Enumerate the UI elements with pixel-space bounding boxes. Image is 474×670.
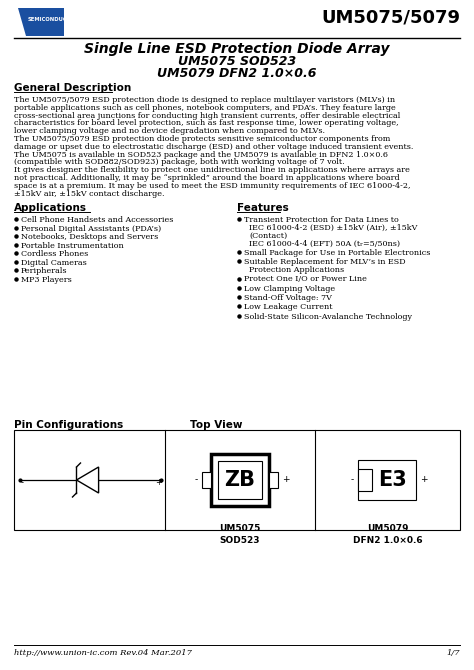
Text: (Contact): (Contact) bbox=[249, 232, 287, 240]
Text: Cordless Phones: Cordless Phones bbox=[21, 251, 88, 259]
Text: The UM5075/5079 ESD protection diode protects sensitive semiconductor components: The UM5075/5079 ESD protection diode pro… bbox=[14, 135, 391, 143]
Text: Top View: Top View bbox=[190, 420, 243, 430]
Text: Low Clamping Voltage: Low Clamping Voltage bbox=[244, 285, 335, 293]
Text: Cell Phone Handsets and Accessories: Cell Phone Handsets and Accessories bbox=[21, 216, 173, 224]
Text: -: - bbox=[195, 476, 198, 484]
Text: ±15kV air, ±15kV contact discharge.: ±15kV air, ±15kV contact discharge. bbox=[14, 190, 164, 198]
Text: 1/7: 1/7 bbox=[447, 649, 460, 657]
Text: Digital Cameras: Digital Cameras bbox=[21, 259, 87, 267]
Text: IEC 61000-4-2 (ESD) ±15kV (Air), ±15kV: IEC 61000-4-2 (ESD) ±15kV (Air), ±15kV bbox=[249, 224, 418, 232]
Text: SEMICONDUCTOR: SEMICONDUCTOR bbox=[28, 17, 80, 22]
Text: UM5075
SOD523: UM5075 SOD523 bbox=[219, 524, 261, 545]
Text: General Description: General Description bbox=[14, 83, 131, 93]
Text: IEC 61000-4-4 (EFT) 50A (tᵣ=5/50ns): IEC 61000-4-4 (EFT) 50A (tᵣ=5/50ns) bbox=[249, 240, 400, 248]
Text: http://www.union-ic.com Rev.04 Mar.2017: http://www.union-ic.com Rev.04 Mar.2017 bbox=[14, 649, 192, 657]
Text: +: + bbox=[282, 476, 290, 484]
Text: Protect One I/O or Power Line: Protect One I/O or Power Line bbox=[244, 275, 367, 283]
Text: The UM5075 is available in SOD523 package and the UM5079 is available in DFN2 1.: The UM5075 is available in SOD523 packag… bbox=[14, 151, 388, 159]
Text: Suitable Replacement for MLV’s in ESD: Suitable Replacement for MLV’s in ESD bbox=[244, 259, 406, 267]
Bar bbox=[211, 454, 269, 506]
Text: Transient Protection for Data Lines to: Transient Protection for Data Lines to bbox=[244, 216, 399, 224]
Bar bbox=[14, 8, 64, 36]
Text: Features: Features bbox=[237, 204, 289, 214]
Text: portable applications such as cell phones, notebook computers, and PDA’s. They f: portable applications such as cell phone… bbox=[14, 104, 396, 112]
Text: Protection Applications: Protection Applications bbox=[249, 266, 344, 274]
Text: characteristics for board level protection, such as fast response time, lower op: characteristics for board level protecti… bbox=[14, 119, 399, 127]
Text: Stand-Off Voltage: 7V: Stand-Off Voltage: 7V bbox=[244, 294, 332, 302]
Text: Portable Instrumentation: Portable Instrumentation bbox=[21, 242, 124, 250]
Text: MP3 Players: MP3 Players bbox=[21, 276, 72, 284]
Text: +: + bbox=[155, 478, 162, 487]
Text: cross-sectional area junctions for conducting high transient currents, offer des: cross-sectional area junctions for condu… bbox=[14, 112, 400, 120]
Text: E3: E3 bbox=[378, 470, 407, 490]
Text: Pin Configurations: Pin Configurations bbox=[14, 420, 123, 430]
Text: UM5075/5079: UM5075/5079 bbox=[321, 8, 460, 26]
Text: Peripherals: Peripherals bbox=[21, 267, 67, 275]
Text: Applications: Applications bbox=[14, 204, 87, 214]
Text: -: - bbox=[350, 476, 354, 484]
Text: Low Leakage Current: Low Leakage Current bbox=[244, 304, 332, 312]
Text: Solid-State Silicon-Avalanche Technology: Solid-State Silicon-Avalanche Technology bbox=[244, 313, 412, 321]
Text: (compatible with SOD882/SOD923) package, both with working voltage of 7 volt.: (compatible with SOD882/SOD923) package,… bbox=[14, 158, 345, 166]
Text: UM5079 DFN2 1.0×0.6: UM5079 DFN2 1.0×0.6 bbox=[157, 67, 317, 80]
Bar bbox=[358, 460, 417, 500]
Text: damage or upset due to electrostatic discharge (ESD) and other voltage induced t: damage or upset due to electrostatic dis… bbox=[14, 143, 413, 151]
Text: The UM5075/5079 ESD protection diode is designed to replace multilayer varistors: The UM5075/5079 ESD protection diode is … bbox=[14, 96, 395, 104]
Bar bbox=[218, 461, 262, 499]
Text: UM5079
DFN2 1.0×0.6: UM5079 DFN2 1.0×0.6 bbox=[353, 524, 422, 545]
Text: +: + bbox=[420, 476, 428, 484]
Text: Union: Union bbox=[28, 0, 69, 10]
Text: -: - bbox=[21, 478, 24, 487]
Text: Personal Digital Assistants (PDA’s): Personal Digital Assistants (PDA’s) bbox=[21, 225, 161, 233]
Bar bbox=[202, 472, 211, 488]
Bar bbox=[269, 472, 278, 488]
Text: ZB: ZB bbox=[225, 470, 255, 490]
Polygon shape bbox=[14, 8, 26, 36]
Text: Small Package for Use in Portable Electronics: Small Package for Use in Portable Electr… bbox=[244, 249, 430, 257]
Text: It gives designer the flexibility to protect one unidirectional line in applicat: It gives designer the flexibility to pro… bbox=[14, 166, 410, 174]
Text: Single Line ESD Protection Diode Array: Single Line ESD Protection Diode Array bbox=[84, 42, 390, 56]
Text: space is at a premium. It may be used to meet the ESD immunity requirements of I: space is at a premium. It may be used to… bbox=[14, 182, 410, 190]
Bar bbox=[14, 430, 460, 530]
Text: UM5075 SOD523: UM5075 SOD523 bbox=[178, 55, 296, 68]
Text: Notebooks, Desktops and Servers: Notebooks, Desktops and Servers bbox=[21, 233, 158, 241]
Text: lower clamping voltage and no device degradation when compared to MLVs.: lower clamping voltage and no device deg… bbox=[14, 127, 325, 135]
Text: not practical. Additionally, it may be “sprinkled” around the board in applicati: not practical. Additionally, it may be “… bbox=[14, 174, 400, 182]
Bar bbox=[358, 469, 373, 491]
